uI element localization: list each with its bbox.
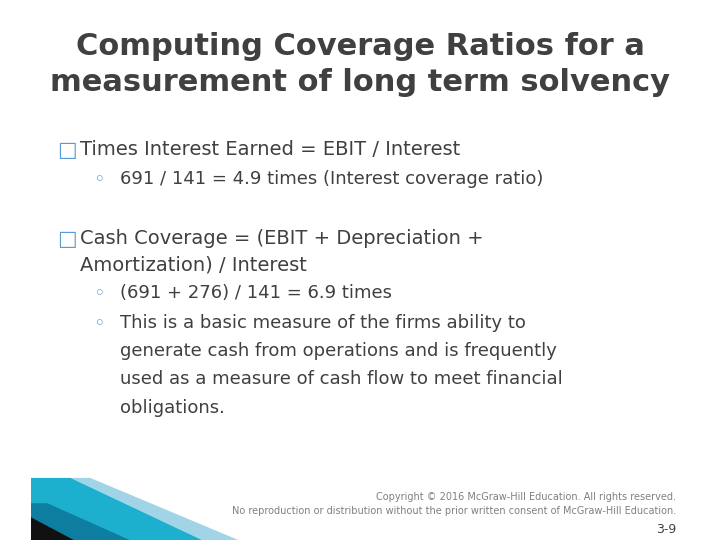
Text: ◦: ◦: [94, 170, 105, 189]
Text: ◦: ◦: [94, 284, 105, 303]
Text: □: □: [58, 140, 77, 160]
Polygon shape: [71, 478, 238, 540]
Text: This is a basic measure of the firms ability to: This is a basic measure of the firms abi…: [120, 314, 526, 332]
Polygon shape: [31, 503, 130, 540]
Polygon shape: [31, 478, 202, 540]
Text: Copyright © 2016 McGraw-Hill Education. All rights reserved.
No reproduction or : Copyright © 2016 McGraw-Hill Education. …: [232, 492, 676, 516]
Text: 3-9: 3-9: [656, 523, 676, 536]
Text: obligations.: obligations.: [120, 399, 225, 416]
Text: Times Interest Earned = EBIT / Interest: Times Interest Earned = EBIT / Interest: [81, 140, 461, 159]
Polygon shape: [31, 517, 73, 540]
Text: ◦: ◦: [94, 314, 105, 333]
Text: used as a measure of cash flow to meet financial: used as a measure of cash flow to meet f…: [120, 370, 562, 388]
Text: □: □: [58, 230, 77, 249]
Text: Amortization) / Interest: Amortization) / Interest: [81, 255, 307, 274]
Text: 691 / 141 = 4.9 times (Interest coverage ratio): 691 / 141 = 4.9 times (Interest coverage…: [120, 170, 543, 188]
Text: generate cash from operations and is frequently: generate cash from operations and is fre…: [120, 342, 557, 360]
Text: Cash Coverage = (EBIT + Depreciation +: Cash Coverage = (EBIT + Depreciation +: [81, 230, 484, 248]
Text: Computing Coverage Ratios for a
measurement of long term solvency: Computing Coverage Ratios for a measurem…: [50, 32, 670, 97]
Text: (691 + 276) / 141 = 6.9 times: (691 + 276) / 141 = 6.9 times: [120, 284, 392, 302]
